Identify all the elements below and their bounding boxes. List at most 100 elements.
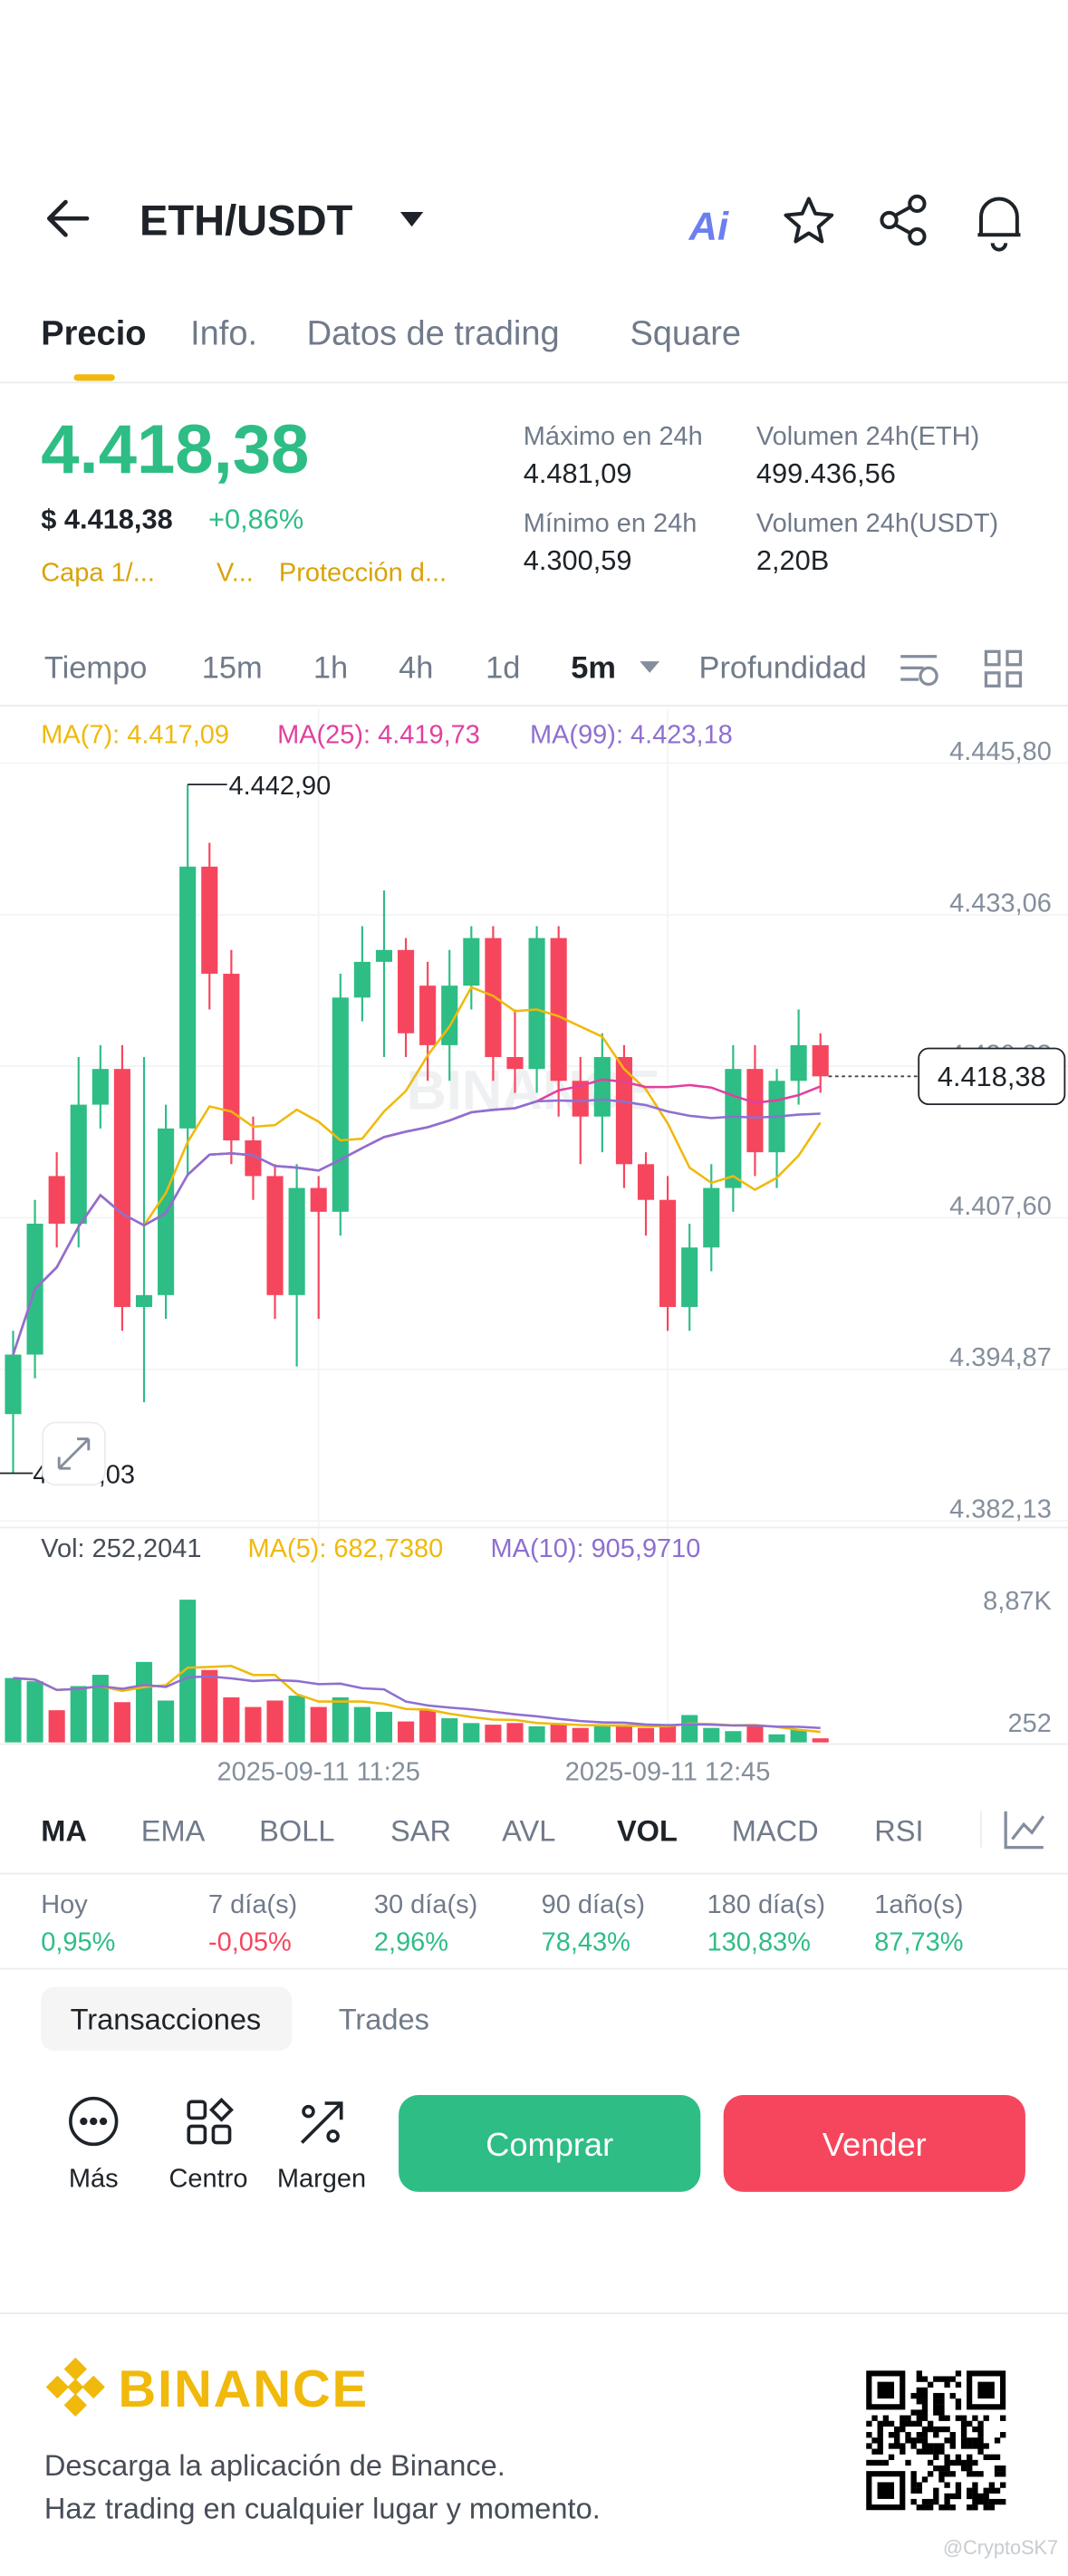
interval-dropdown[interactable] [640, 661, 660, 673]
indicator-tab[interactable]: RSI [874, 1813, 923, 1847]
interval[interactable]: 4h [399, 650, 433, 685]
qr-cell [916, 2392, 922, 2399]
volume-bar [725, 1731, 742, 1743]
indicator-tab[interactable]: AVL [502, 1813, 555, 1847]
candle-body [310, 1187, 327, 1212]
qr-cell [933, 2493, 939, 2500]
volume-bar [593, 1725, 611, 1743]
high-label: 4.442,90 [228, 772, 331, 801]
sell-button[interactable] [723, 2095, 1025, 2192]
favorite-button[interactable] [784, 197, 834, 244]
qr-cell [916, 2487, 922, 2494]
qr-cell [967, 2420, 973, 2427]
volume-bar [353, 1706, 370, 1743]
interval[interactable]: 5m [571, 650, 616, 685]
candle-body [550, 937, 567, 1081]
qr-cell [927, 2498, 934, 2505]
more-icon[interactable] [69, 2096, 119, 2147]
interval[interactable]: Tiempo [44, 650, 147, 685]
qr-finder [977, 2381, 995, 2399]
indicator-tab[interactable]: BOLL [259, 1813, 334, 1847]
tag[interactable]: V... [216, 558, 254, 587]
tag[interactable]: Protección d... [279, 558, 447, 587]
chart-settings-button[interactable] [900, 655, 938, 687]
candle-body [5, 1354, 22, 1415]
expand-button[interactable] [42, 1421, 106, 1486]
action-label[interactable]: Margen [277, 2164, 366, 2193]
qr-cell [927, 2420, 934, 2427]
alert-button[interactable] [977, 197, 1021, 252]
qr-cell [972, 2426, 978, 2433]
period-value: 0,95% [41, 1928, 115, 1957]
interval[interactable]: 1d [486, 650, 520, 685]
qr-cell [988, 2504, 996, 2511]
qr-cell [927, 2426, 934, 2433]
volume-bar [441, 1718, 458, 1743]
qr-cell [877, 2448, 883, 2455]
qr-cell [977, 2420, 984, 2427]
candle-body [48, 1176, 65, 1224]
sell-label[interactable]: Vender [823, 2126, 927, 2163]
buy-button[interactable] [399, 2095, 701, 2192]
qr-cell [988, 2487, 996, 2494]
qr-cell [944, 2415, 950, 2421]
trade-tab[interactable]: Transacciones [71, 2003, 262, 2036]
pair-title[interactable]: ETH/USDT [140, 196, 353, 244]
volume-tick-label: 252 [1008, 1709, 1052, 1738]
pair-dropdown[interactable] [399, 211, 424, 227]
volume-bar [310, 1706, 327, 1743]
qr-cell [955, 2381, 962, 2388]
layout-button[interactable] [984, 649, 1023, 687]
candle-body [593, 1057, 611, 1117]
qr-cell [900, 2426, 906, 2433]
volume-bar [506, 1723, 524, 1743]
action-label[interactable]: Centro [169, 2164, 248, 2193]
period-label: 7 día(s) [208, 1890, 297, 1919]
qr-cell [967, 2459, 973, 2466]
tab[interactable]: Precio [41, 315, 146, 353]
trade-tab[interactable]: Trades [339, 2003, 429, 2036]
indicator-tab[interactable]: MACD [732, 1813, 819, 1847]
qr-cell [933, 2443, 939, 2449]
qr-cell [888, 2454, 895, 2461]
ai-button[interactable]: Ai [688, 206, 729, 249]
tab[interactable]: Info. [190, 315, 257, 353]
indicator-tab[interactable]: VOL [617, 1813, 678, 1847]
indicator-tab[interactable]: EMA [141, 1813, 206, 1847]
qr-cell [933, 2465, 939, 2472]
center-icon[interactable] [187, 2097, 234, 2145]
period-value: 130,83% [707, 1928, 811, 1957]
qr-cell [933, 2392, 939, 2399]
period-value: 87,73% [874, 1928, 963, 1957]
margin-icon[interactable] [300, 2101, 343, 2144]
back-button[interactable] [46, 199, 90, 237]
action-label[interactable]: Más [69, 2164, 119, 2193]
tab[interactable]: Square [630, 315, 741, 353]
qr-cell [938, 2443, 945, 2449]
indicator-chart-button[interactable] [1004, 1811, 1045, 1850]
indicator-tab[interactable]: SAR [390, 1813, 451, 1847]
tab[interactable]: Datos de trading [307, 315, 560, 353]
qr-cell [894, 2437, 900, 2444]
interval[interactable]: 15m [202, 650, 263, 685]
candle-body [790, 1044, 807, 1081]
price-change: +0,86% [208, 503, 303, 534]
candle-body [812, 1044, 829, 1077]
qr-cell [977, 2448, 984, 2455]
qr-cell [910, 2487, 917, 2494]
y-tick-label: 4.382,13 [949, 1495, 1052, 1523]
indicator-tab[interactable]: MA [41, 1813, 87, 1847]
qr-cell [877, 2426, 883, 2433]
y-tick-label: 4.445,80 [949, 737, 1052, 766]
period-label: 30 día(s) [374, 1890, 477, 1919]
share-button[interactable] [880, 194, 927, 246]
tag[interactable]: Capa 1/... [41, 558, 155, 587]
buy-label[interactable]: Comprar [486, 2126, 613, 2163]
interval[interactable]: Profundidad [699, 650, 868, 685]
qr-cell [949, 2376, 956, 2382]
volume-bar [419, 1710, 437, 1743]
volume-bar [158, 1700, 175, 1743]
qr-cell [871, 2415, 878, 2421]
tab-indicator [73, 374, 115, 381]
interval[interactable]: 1h [313, 650, 348, 685]
